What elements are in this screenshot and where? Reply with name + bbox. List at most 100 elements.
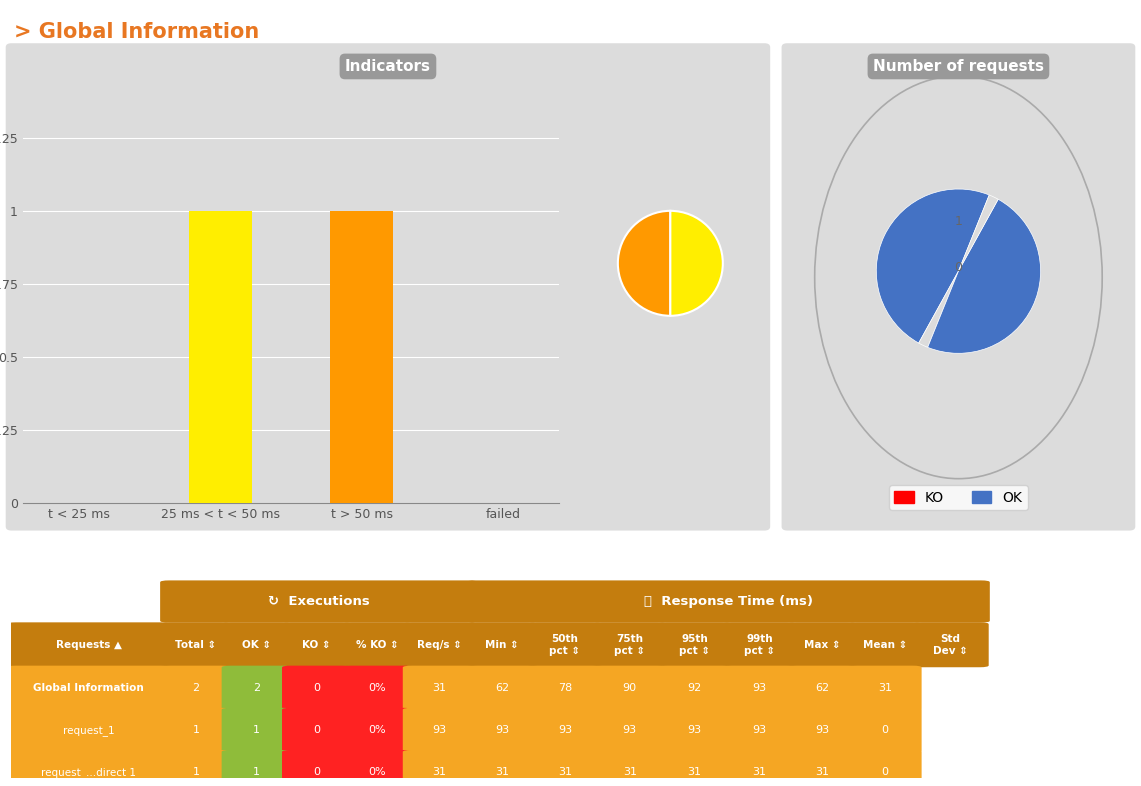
Text: Max ⇕: Max ⇕ xyxy=(803,640,841,650)
Text: Mean ⇕: Mean ⇕ xyxy=(863,640,907,650)
Text: 31: 31 xyxy=(815,767,830,777)
Text: Requests ▲: Requests ▲ xyxy=(56,640,122,650)
Text: Number of requests: Number of requests xyxy=(873,59,1044,74)
Text: 62: 62 xyxy=(495,683,509,693)
FancyBboxPatch shape xyxy=(403,666,477,711)
Text: 93: 93 xyxy=(432,725,447,735)
FancyBboxPatch shape xyxy=(403,750,477,786)
Text: % KO ⇕: % KO ⇕ xyxy=(356,640,398,650)
Text: 0: 0 xyxy=(881,767,888,777)
Wedge shape xyxy=(876,189,989,343)
Text: 1: 1 xyxy=(253,725,260,735)
FancyBboxPatch shape xyxy=(722,750,796,786)
Text: > Global Information: > Global Information xyxy=(14,22,259,42)
FancyBboxPatch shape xyxy=(468,750,537,786)
FancyBboxPatch shape xyxy=(468,708,537,753)
Text: 62: 62 xyxy=(815,683,830,693)
Text: Total ⇕: Total ⇕ xyxy=(176,640,217,650)
FancyBboxPatch shape xyxy=(593,666,666,711)
FancyBboxPatch shape xyxy=(528,623,601,667)
Text: 0: 0 xyxy=(313,683,321,693)
Text: 1: 1 xyxy=(955,215,962,229)
FancyBboxPatch shape xyxy=(161,666,230,711)
Text: 93: 93 xyxy=(688,725,702,735)
Text: OK ⇕: OK ⇕ xyxy=(242,640,270,650)
FancyBboxPatch shape xyxy=(403,708,477,753)
FancyBboxPatch shape xyxy=(282,666,351,711)
Text: 95th
pct ⇕: 95th pct ⇕ xyxy=(679,634,710,656)
Text: 0%: 0% xyxy=(369,725,386,735)
FancyBboxPatch shape xyxy=(657,708,731,753)
FancyBboxPatch shape xyxy=(161,708,230,753)
FancyBboxPatch shape xyxy=(528,708,601,753)
Text: 31: 31 xyxy=(877,683,892,693)
FancyBboxPatch shape xyxy=(342,666,412,711)
Text: 0: 0 xyxy=(954,261,963,274)
FancyBboxPatch shape xyxy=(282,623,351,667)
Text: Indicators: Indicators xyxy=(345,59,431,74)
Text: 93: 93 xyxy=(815,725,830,735)
FancyBboxPatch shape xyxy=(722,623,796,667)
FancyBboxPatch shape xyxy=(722,708,796,753)
FancyBboxPatch shape xyxy=(221,750,291,786)
Text: 31: 31 xyxy=(752,767,767,777)
Text: Std
Dev ⇕: Std Dev ⇕ xyxy=(933,634,968,656)
FancyBboxPatch shape xyxy=(161,623,230,667)
Text: 31: 31 xyxy=(432,683,446,693)
FancyBboxPatch shape xyxy=(593,623,666,667)
Text: ⏱  Response Time (ms): ⏱ Response Time (ms) xyxy=(644,595,812,608)
Bar xyxy=(188,211,252,503)
Text: 31: 31 xyxy=(623,767,637,777)
FancyBboxPatch shape xyxy=(528,666,601,711)
Text: 93: 93 xyxy=(623,725,637,735)
FancyBboxPatch shape xyxy=(787,750,857,786)
FancyBboxPatch shape xyxy=(848,666,922,711)
FancyBboxPatch shape xyxy=(657,666,731,711)
FancyBboxPatch shape xyxy=(848,750,922,786)
Text: 1: 1 xyxy=(253,767,260,777)
FancyBboxPatch shape xyxy=(7,666,170,711)
FancyBboxPatch shape xyxy=(787,666,857,711)
Text: 31: 31 xyxy=(558,767,572,777)
Text: 93: 93 xyxy=(752,725,767,735)
FancyBboxPatch shape xyxy=(7,708,170,753)
Text: 1: 1 xyxy=(193,767,200,777)
FancyBboxPatch shape xyxy=(467,580,990,623)
Text: 0: 0 xyxy=(313,767,321,777)
Text: 0%: 0% xyxy=(369,767,386,777)
Text: Req/s ⇕: Req/s ⇕ xyxy=(418,640,462,650)
FancyBboxPatch shape xyxy=(848,708,922,753)
FancyBboxPatch shape xyxy=(282,708,351,753)
FancyBboxPatch shape xyxy=(403,623,477,667)
FancyBboxPatch shape xyxy=(913,623,989,667)
Wedge shape xyxy=(958,195,998,271)
Wedge shape xyxy=(671,211,723,316)
Text: 93: 93 xyxy=(495,725,509,735)
FancyBboxPatch shape xyxy=(221,666,291,711)
FancyBboxPatch shape xyxy=(7,623,170,667)
FancyBboxPatch shape xyxy=(657,750,731,786)
Text: 93: 93 xyxy=(558,725,572,735)
Text: 92: 92 xyxy=(688,683,702,693)
Text: Global Information: Global Information xyxy=(33,683,144,693)
Text: Min ⇕: Min ⇕ xyxy=(485,640,519,650)
Wedge shape xyxy=(919,271,958,347)
Text: 0: 0 xyxy=(313,725,321,735)
FancyBboxPatch shape xyxy=(282,750,351,786)
Text: 0%: 0% xyxy=(369,683,386,693)
FancyBboxPatch shape xyxy=(160,580,478,623)
Text: 31: 31 xyxy=(688,767,702,777)
FancyBboxPatch shape xyxy=(848,623,922,667)
FancyBboxPatch shape xyxy=(787,708,857,753)
Bar xyxy=(330,211,394,503)
Text: 78: 78 xyxy=(558,683,572,693)
Wedge shape xyxy=(928,200,1041,354)
Legend: KO, OK: KO, OK xyxy=(889,485,1028,510)
FancyBboxPatch shape xyxy=(593,708,666,753)
Text: 1: 1 xyxy=(193,725,200,735)
Text: 90: 90 xyxy=(623,683,637,693)
Text: ▶  STATISTICS: ▶ STATISTICS xyxy=(25,559,133,573)
FancyBboxPatch shape xyxy=(468,666,537,711)
Text: 2: 2 xyxy=(252,683,260,693)
Wedge shape xyxy=(618,211,671,316)
